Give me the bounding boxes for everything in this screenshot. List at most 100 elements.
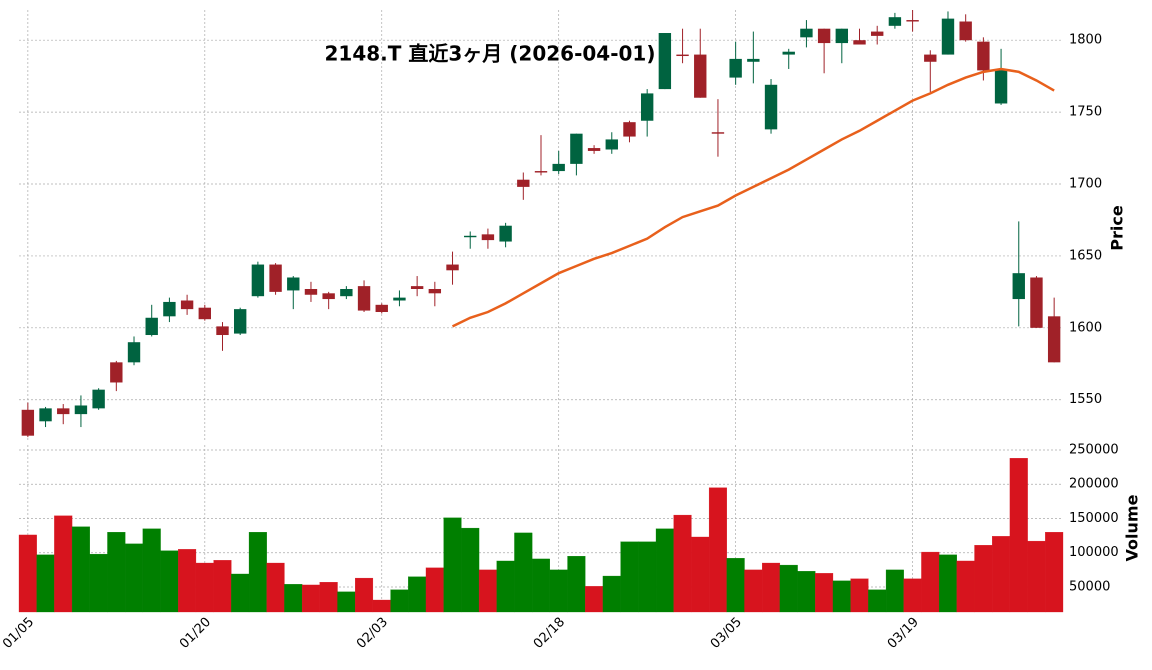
- volume-bar: [815, 573, 834, 613]
- candle-body: [39, 408, 52, 422]
- volume-bar: [514, 532, 533, 613]
- candle-body: [499, 225, 512, 242]
- candle-body: [304, 288, 318, 295]
- candle-body: [817, 28, 831, 44]
- candle-body: [322, 293, 335, 300]
- candle-body: [269, 264, 282, 292]
- candle-body: [800, 28, 813, 38]
- volume-bar: [832, 580, 851, 613]
- candle-body: [623, 122, 636, 137]
- volume-bar: [390, 589, 409, 613]
- volume-bar: [532, 558, 550, 613]
- volume-bar: [18, 534, 37, 613]
- y-axis-label: Price: [1108, 205, 1127, 251]
- x-tick-label: 02/03: [354, 615, 391, 652]
- volume-bar: [549, 569, 568, 613]
- volume-bar: [1009, 458, 1028, 613]
- volume-bar: [160, 550, 179, 613]
- candle-body: [711, 132, 725, 134]
- candle-body: [959, 21, 972, 41]
- candle-body: [1047, 316, 1061, 363]
- candle-body: [1012, 273, 1025, 300]
- candle-body: [747, 58, 760, 62]
- volume-bar: [107, 532, 126, 613]
- y-tick-label: 1650: [1069, 248, 1102, 263]
- volume-bar: [1027, 540, 1046, 613]
- moving-average: [451, 67, 1055, 328]
- candle-body: [145, 317, 158, 336]
- candle-body: [233, 309, 247, 334]
- candle-body: [729, 58, 742, 78]
- volume-bar: [850, 578, 869, 613]
- candle-body: [375, 304, 388, 313]
- candle-body: [534, 171, 548, 173]
- candle-body: [393, 297, 406, 301]
- candle-body: [605, 139, 618, 150]
- volume-bar: [602, 575, 621, 613]
- volume-bar: [903, 578, 922, 613]
- x-tick-label: 01/20: [177, 615, 214, 652]
- volume-bar: [301, 584, 320, 613]
- y-tick-label: 1550: [1069, 392, 1102, 407]
- x-tick-label: 01/05: [0, 615, 37, 652]
- candle-body: [871, 31, 884, 36]
- candle-body: [570, 133, 583, 164]
- candle-body: [941, 18, 955, 55]
- candle-body: [924, 54, 937, 62]
- volume-bar: [638, 541, 657, 613]
- volume-bar: [372, 599, 391, 613]
- candle-body: [676, 54, 689, 57]
- volume-tick-label: 50000: [1069, 579, 1110, 594]
- volume-bar: [868, 589, 887, 613]
- y-tick-label: 1700: [1069, 177, 1102, 192]
- candle-body: [517, 179, 530, 187]
- candle-body: [658, 33, 672, 90]
- candle-body: [21, 409, 35, 436]
- volume-bar: [496, 560, 515, 613]
- candle-body: [853, 40, 866, 45]
- candle-body: [764, 84, 778, 130]
- volume-bar: [71, 526, 90, 613]
- y-tick-label: 1750: [1069, 105, 1102, 120]
- candle-body: [977, 41, 990, 71]
- candle-body: [127, 342, 141, 363]
- candle-body: [906, 20, 919, 22]
- x-tick-label: 02/18: [531, 615, 568, 652]
- candle-body: [888, 17, 902, 26]
- volume-bar: [231, 573, 250, 613]
- volume-bar: [142, 528, 161, 613]
- volume-bar: [726, 558, 745, 613]
- volume-bar: [125, 543, 144, 613]
- volume-bar: [744, 569, 763, 613]
- volume-bar: [921, 551, 940, 613]
- candle-body: [410, 286, 424, 289]
- volume-bar: [779, 564, 798, 613]
- volume-bar: [1045, 532, 1064, 613]
- candle-body: [180, 300, 194, 310]
- volume-bar: [956, 560, 975, 613]
- candle-body: [110, 362, 123, 383]
- volume-bar: [762, 562, 781, 613]
- candle-body: [640, 93, 654, 121]
- volume-bar: [885, 569, 904, 613]
- volume-tick-label: 150000: [1069, 511, 1119, 526]
- y-tick-label: 1800: [1069, 33, 1102, 48]
- candle-body: [92, 389, 105, 409]
- candle-body: [1030, 277, 1043, 328]
- y-tick-label: 1600: [1069, 320, 1102, 335]
- candle-body: [587, 148, 601, 151]
- volume-bar: [89, 553, 108, 613]
- candle-body: [782, 51, 795, 55]
- candle-body: [340, 288, 353, 297]
- volume-bar: [178, 549, 197, 613]
- volume-bar: [36, 554, 55, 613]
- candle-body: [287, 277, 300, 291]
- volume-bar: [655, 528, 674, 613]
- candle-body: [694, 54, 707, 98]
- candle-body: [198, 307, 211, 320]
- x-tick-label: 03/05: [708, 615, 745, 652]
- volume-bar: [938, 554, 957, 613]
- volume-bar: [443, 517, 462, 613]
- volume-bar: [974, 545, 993, 613]
- volume-bar: [266, 562, 285, 613]
